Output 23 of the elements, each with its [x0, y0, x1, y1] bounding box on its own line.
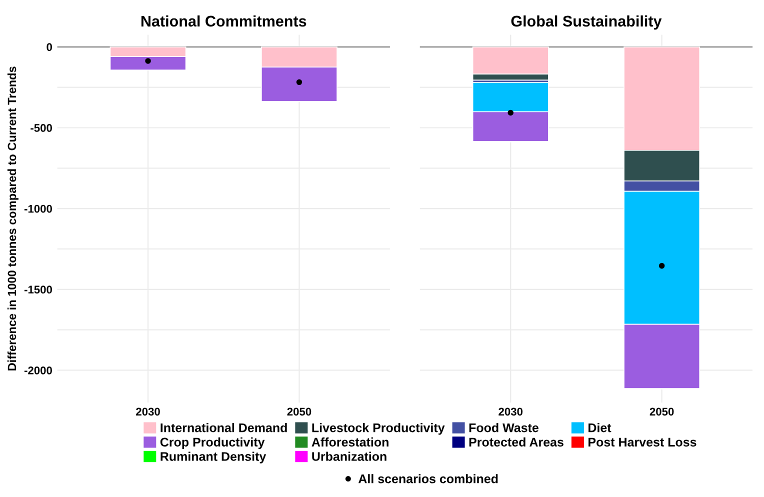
y-tick-label: -2000 — [24, 366, 52, 374]
y-tick-label: -500 — [30, 124, 52, 132]
legend-label: Urbanization — [312, 452, 386, 461]
y-axis-title: Difference in 1000 tonnes compared to Current Trends — [7, 66, 18, 370]
y-tick-label: 0 — [46, 43, 52, 52]
legend-label: Food Waste — [469, 423, 538, 432]
legend-label: Post Harvest Loss — [588, 438, 696, 447]
legend-label: All scenarios combined — [358, 474, 498, 484]
legend-label: Diet — [588, 423, 612, 432]
legend-label: Crop Productivity — [160, 437, 265, 450]
legend-label: Protected Areas — [469, 437, 564, 447]
legend-label: Livestock Productivity — [312, 423, 445, 435]
chart-title: Global Sustainability — [511, 15, 662, 30]
legend-label: International Demand — [160, 423, 287, 432]
legend-label: Afforestation — [312, 437, 388, 447]
chart-title: National Commitments — [141, 15, 306, 27]
x-tick-label: 2050 — [650, 408, 674, 416]
x-tick-label: 2030 — [498, 408, 523, 416]
x-tick-label: 2030 — [136, 408, 160, 416]
x-tick-label: 2050 — [287, 408, 312, 416]
legend-label: Ruminant Density — [160, 452, 266, 464]
y-tick-label: -1000 — [24, 204, 52, 213]
y-tick-label: -1500 — [24, 286, 52, 294]
